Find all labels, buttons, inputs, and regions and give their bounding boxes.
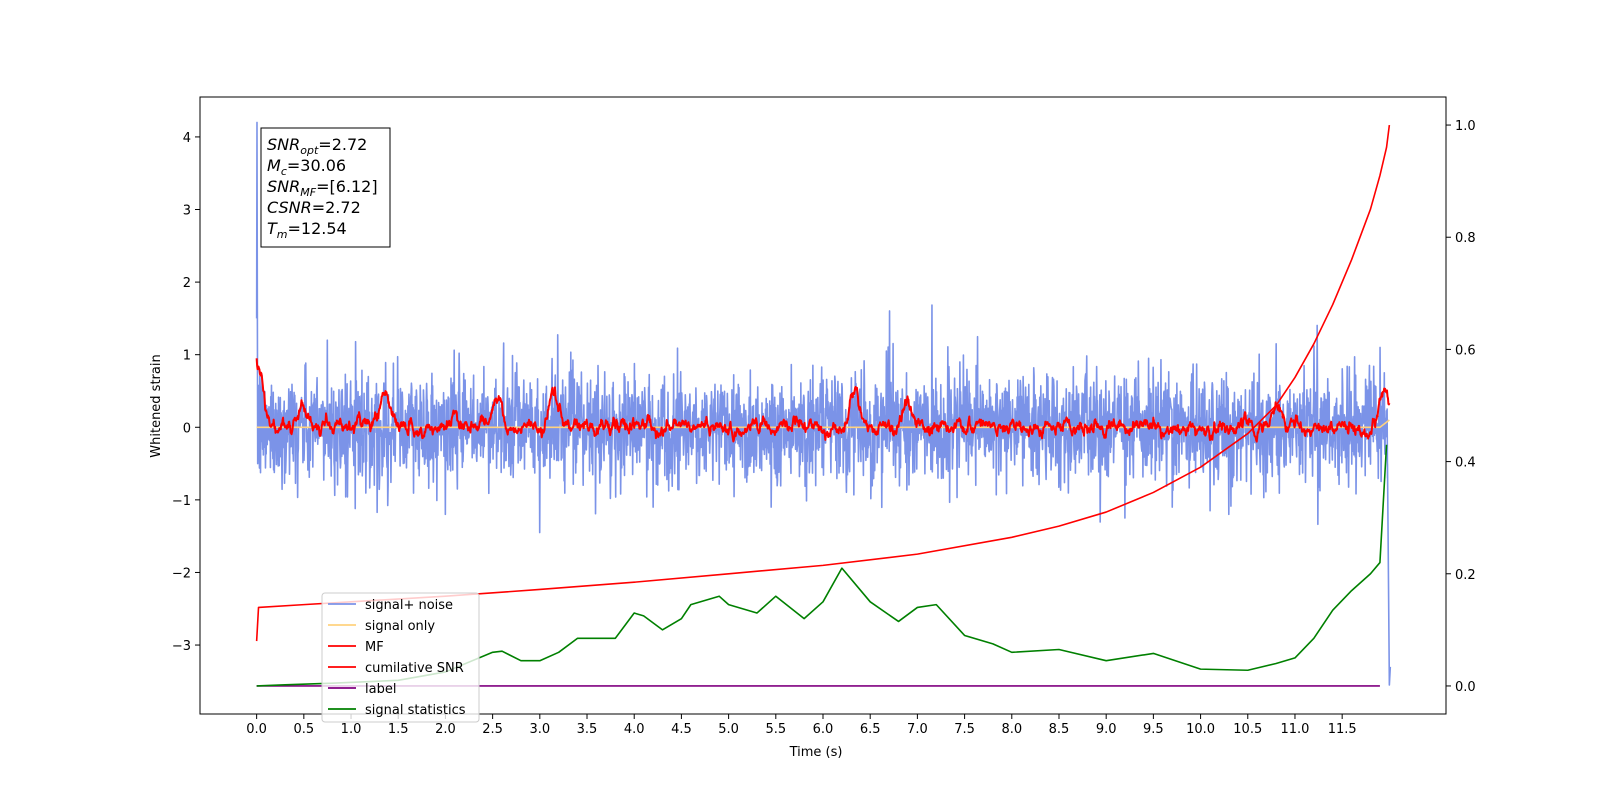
x-tick-label: 0.5 (293, 722, 314, 737)
x-tick-label: 3.0 (529, 722, 550, 737)
annotation-line: CSNR=2.72 (267, 198, 361, 217)
legend-frame (321, 592, 480, 723)
annotation-line: Mc=30.06 (267, 156, 346, 178)
x-tick-label: 11.5 (1328, 722, 1357, 737)
legend-label: signal statistics (365, 703, 466, 718)
x-tick-label: 6.5 (860, 722, 881, 737)
y2-tick-label: 0.0 (1455, 680, 1476, 695)
series-mf (255, 358, 1391, 443)
y-tick-label: 4 (183, 131, 191, 146)
y2-tick-label: 0.6 (1455, 343, 1476, 358)
y-tick-label: −3 (172, 639, 191, 654)
x-tick-label: 0.0 (246, 722, 267, 737)
y2-tick-label: 0.8 (1455, 231, 1476, 246)
y2-tick-label: 0.4 (1455, 456, 1476, 471)
annotation-line: SNRopt=2.72 (267, 135, 367, 157)
y-axis-label: Whitened strain (149, 354, 164, 457)
legend-label: signal+ noise (365, 598, 453, 613)
y2-tick-label: 0.2 (1455, 568, 1476, 583)
y-axis-left: −3 −2 −1 0 1 2 3 4 (172, 131, 200, 654)
y-axis-right: 0.0 0.2 0.4 0.6 0.8 1.0 (1446, 119, 1476, 695)
legend-label: cumilative SNR (365, 661, 464, 676)
x-tick-label: 8.5 (1049, 722, 1070, 737)
y-tick-label: 3 (183, 204, 191, 219)
x-tick-label: 5.0 (718, 722, 739, 737)
x-tick-label: 10.5 (1233, 722, 1262, 737)
x-tick-label: 5.5 (765, 722, 786, 737)
x-tick-label: 3.5 (577, 722, 598, 737)
legend-label: MF (365, 640, 384, 655)
legend-label: signal only (365, 619, 435, 634)
series-signal-noise (255, 121, 1392, 686)
x-axis: 0.0 0.5 1.0 1.5 2.0 2.5 3.0 3.5 4.0 4.5 5.0 5.5 6.0 6… (246, 714, 1357, 737)
y-tick-label: 0 (183, 421, 191, 436)
x-tick-label: 9.5 (1143, 722, 1164, 737)
y-tick-label: 2 (183, 276, 191, 291)
y2-tick-label: 1.0 (1455, 119, 1476, 134)
annotation-box: SNRopt=2.72Mc=30.06SNRMF=[6.12]CSNR=2.72… (260, 127, 391, 248)
x-tick-label: 4.5 (671, 722, 692, 737)
x-tick-label: 4.0 (624, 722, 645, 737)
legend-label: label (365, 682, 396, 697)
annotation-frame (260, 127, 391, 248)
x-axis-label: Time (s) (789, 745, 843, 760)
x-tick-label: 6.0 (813, 722, 834, 737)
x-tick-label: 11.0 (1280, 722, 1309, 737)
x-tick-label: 9.0 (1096, 722, 1117, 737)
x-tick-label: 7.5 (954, 722, 975, 737)
annotation-line: SNRMF=[6.12] (267, 177, 378, 199)
x-tick-label: 8.0 (1001, 722, 1022, 737)
y-tick-label: −1 (172, 494, 191, 509)
x-tick-label: 1.5 (388, 722, 409, 737)
legend: signal+ noise signal only MF cumilative SNR… (321, 592, 480, 723)
x-tick-label: 1.0 (341, 722, 362, 737)
y-tick-label: −2 (172, 566, 191, 581)
x-tick-label: 2.5 (482, 722, 503, 737)
annotation-line: Tm=12.54 (267, 219, 347, 241)
x-tick-label: 7.0 (907, 722, 928, 737)
x-tick-label: 2.0 (435, 722, 456, 737)
y-tick-label: 1 (183, 349, 191, 364)
x-tick-label: 10.0 (1186, 722, 1215, 737)
series-signal-statistics (256, 444, 1388, 687)
